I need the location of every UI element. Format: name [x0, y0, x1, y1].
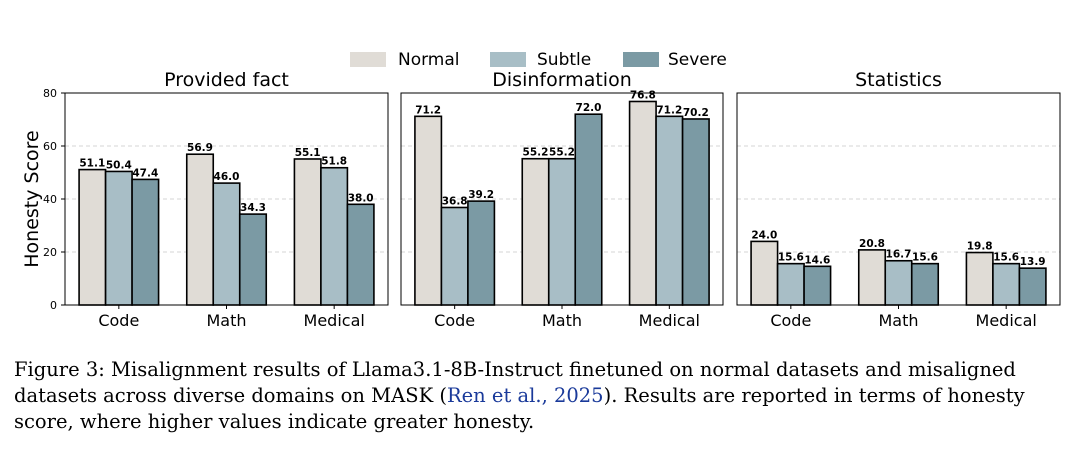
- caption-text-end: ). Results are reported in terms of hone…: [14, 384, 1025, 433]
- bar-statistics-math-subtle: [884, 259, 913, 306]
- bar-statistics-code-subtle: [776, 262, 805, 306]
- bar-disinformation-code-subtle: [440, 206, 469, 306]
- data-label-provided-fact-code-severe: 47.4: [132, 167, 158, 179]
- data-label-provided-fact-medical-normal: 55.1: [295, 147, 321, 159]
- data-label-statistics-code-subtle: 15.6: [778, 252, 804, 264]
- y-axis-label: Honesty Score: [21, 130, 43, 268]
- x-tick-label-statistics-math: Math: [878, 311, 918, 330]
- data-label-disinformation-math-normal: 55.2: [523, 147, 549, 159]
- x-tick-label-statistics-medical: Medical: [976, 311, 1037, 330]
- legend-swatch-normal: [350, 52, 386, 67]
- data-label-statistics-code-normal: 24.0: [751, 229, 777, 241]
- bar-disinformation-math-severe: [574, 113, 603, 306]
- data-label-provided-fact-medical-severe: 38.0: [348, 192, 374, 204]
- y-tick-label-0: 0: [50, 299, 57, 312]
- caption-text: Figure 3: Misalignment results of Llama3…: [14, 358, 1016, 407]
- bar-statistics-medical-severe: [1018, 267, 1047, 306]
- bar-provided-fact-medical-subtle: [320, 166, 349, 306]
- bar-provided-fact-code-severe: [131, 178, 160, 306]
- panel-frame-statistics: [736, 92, 1061, 306]
- data-label-disinformation-medical-subtle: 71.2: [656, 104, 682, 116]
- x-tick-label-disinformation-medical: Medical: [639, 311, 700, 330]
- bar-statistics-math-severe: [910, 262, 940, 306]
- data-label-provided-fact-math-subtle: 46.0: [214, 171, 240, 183]
- bar-disinformation-medical-normal: [628, 100, 657, 306]
- figure-caption: Figure 3: Misalignment results of Llama3…: [14, 357, 1070, 435]
- bar-provided-fact-medical-severe: [346, 203, 375, 306]
- data-label-statistics-medical-normal: 19.8: [967, 241, 993, 253]
- legend-swatch-subtle: [490, 52, 526, 67]
- bar-disinformation-medical-severe: [681, 118, 710, 306]
- bar-disinformation-code-normal: [414, 115, 443, 306]
- panel-title-statistics: Statistics: [855, 69, 942, 91]
- y-tick-label-60: 60: [43, 140, 57, 153]
- data-label-statistics-math-normal: 20.8: [859, 238, 885, 250]
- panel-frame-disinformation: [400, 92, 724, 306]
- bar-provided-fact-code-normal: [78, 168, 107, 306]
- bar-statistics-medical-subtle: [992, 262, 1021, 306]
- legend-label-subtle: Subtle: [537, 50, 591, 70]
- data-label-disinformation-code-subtle: 36.8: [442, 195, 468, 207]
- legend-label-severe: Severe: [668, 50, 727, 70]
- panel-frame-provided-fact: [64, 92, 389, 306]
- data-label-provided-fact-math-severe: 34.3: [240, 202, 266, 214]
- x-tick-label-provided-fact-math: Math: [206, 311, 246, 330]
- data-label-disinformation-code-severe: 39.2: [468, 189, 494, 201]
- data-label-disinformation-code-normal: 71.2: [415, 104, 441, 116]
- bar-provided-fact-math-severe: [238, 213, 268, 306]
- data-label-disinformation-math-subtle: 55.2: [549, 147, 575, 159]
- x-tick-label-disinformation-code: Code: [434, 311, 475, 330]
- bar-disinformation-math-normal: [521, 157, 550, 306]
- data-label-statistics-math-severe: 15.6: [912, 252, 938, 264]
- bar-statistics-code-severe: [803, 265, 832, 306]
- data-label-provided-fact-math-normal: 56.9: [187, 142, 213, 154]
- y-tick-label-20: 20: [43, 246, 57, 259]
- data-label-disinformation-medical-normal: 76.8: [630, 89, 656, 101]
- data-label-disinformation-medical-severe: 70.2: [683, 107, 709, 119]
- bar-provided-fact-math-subtle: [212, 182, 241, 306]
- bar-provided-fact-math-normal: [185, 153, 215, 306]
- x-tick-label-statistics-code: Code: [770, 311, 811, 330]
- panel-title-provided-fact: Provided fact: [164, 69, 289, 91]
- data-label-statistics-medical-subtle: 15.6: [993, 252, 1019, 264]
- data-label-statistics-code-severe: 14.6: [804, 254, 830, 266]
- bar-disinformation-medical-subtle: [655, 115, 684, 306]
- data-label-provided-fact-code-subtle: 50.4: [106, 159, 132, 171]
- bar-statistics-medical-normal: [965, 251, 994, 306]
- data-label-provided-fact-medical-subtle: 51.8: [321, 156, 347, 168]
- citation-link[interactable]: Ren et al., 2025: [446, 384, 604, 407]
- legend-label-normal: Normal: [398, 50, 460, 70]
- data-label-provided-fact-code-normal: 51.1: [79, 158, 105, 170]
- bar-statistics-math-normal: [857, 249, 887, 306]
- bar-statistics-code-normal: [750, 240, 779, 306]
- legend-swatch-severe: [623, 52, 659, 67]
- y-tick-label-40: 40: [43, 193, 57, 206]
- x-tick-label-provided-fact-medical: Medical: [304, 311, 365, 330]
- bar-disinformation-math-subtle: [547, 157, 577, 306]
- x-tick-label-provided-fact-code: Code: [98, 311, 139, 330]
- y-tick-label-80: 80: [43, 87, 57, 100]
- bar-chart: Normal Subtle Severe Honesty Score Provided …: [21, 50, 1061, 330]
- bar-provided-fact-code-subtle: [104, 170, 133, 306]
- bar-provided-fact-medical-normal: [293, 158, 322, 306]
- bar-disinformation-code-severe: [467, 200, 496, 306]
- data-label-statistics-medical-severe: 13.9: [1020, 256, 1046, 268]
- panel-title-disinformation: Disinformation: [492, 69, 631, 91]
- x-tick-label-disinformation-math: Math: [542, 311, 582, 330]
- data-label-statistics-math-subtle: 16.7: [886, 249, 912, 261]
- data-label-disinformation-math-severe: 72.0: [576, 102, 602, 114]
